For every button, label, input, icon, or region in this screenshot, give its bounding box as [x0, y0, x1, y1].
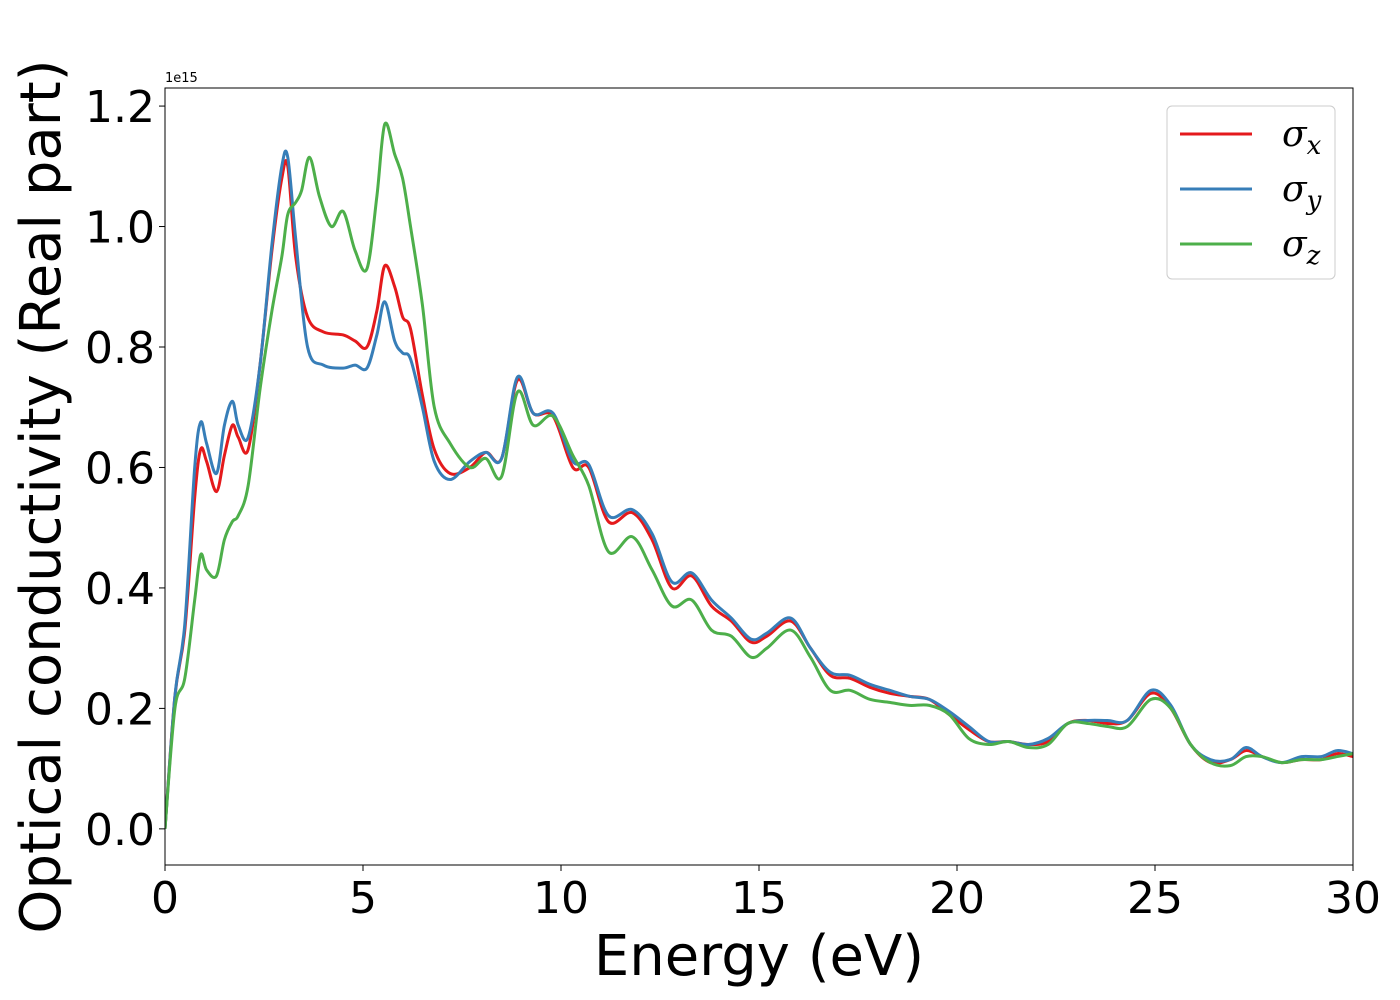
x-tick-label: 5	[349, 873, 377, 924]
x-tick-label: 20	[929, 873, 985, 924]
y-tick-label: 0.2	[85, 684, 155, 735]
y-axis: 0.0 0.2 0.4 0.6 0.8 1.0 1.2	[85, 82, 165, 856]
x-tick-label: 30	[1325, 873, 1381, 924]
x-tick-label: 10	[533, 873, 589, 924]
x-axis: 0 5 10 15 20 25 30	[151, 865, 1381, 924]
series-layer	[165, 121, 1353, 829]
y-tick-label: 0.8	[85, 323, 155, 374]
series-line-y	[165, 149, 1353, 829]
y-tick-label: 1.0	[85, 203, 155, 254]
y-offset-label: 1e15	[165, 71, 198, 86]
x-axis-label: Energy (eV)	[594, 924, 924, 989]
series-line-z	[165, 121, 1353, 829]
y-tick-label: 0.6	[85, 443, 155, 494]
y-axis-label: Optical conductivity (Real part)	[9, 59, 74, 933]
x-tick-label: 15	[731, 873, 787, 924]
legend-box	[1166, 105, 1336, 280]
x-tick-label: 0	[151, 873, 179, 924]
y-tick-label: 0.4	[85, 564, 155, 615]
y-tick-label: 0.0	[85, 805, 155, 856]
y-tick-label: 1.2	[85, 82, 155, 133]
x-tick-label: 25	[1127, 873, 1183, 924]
